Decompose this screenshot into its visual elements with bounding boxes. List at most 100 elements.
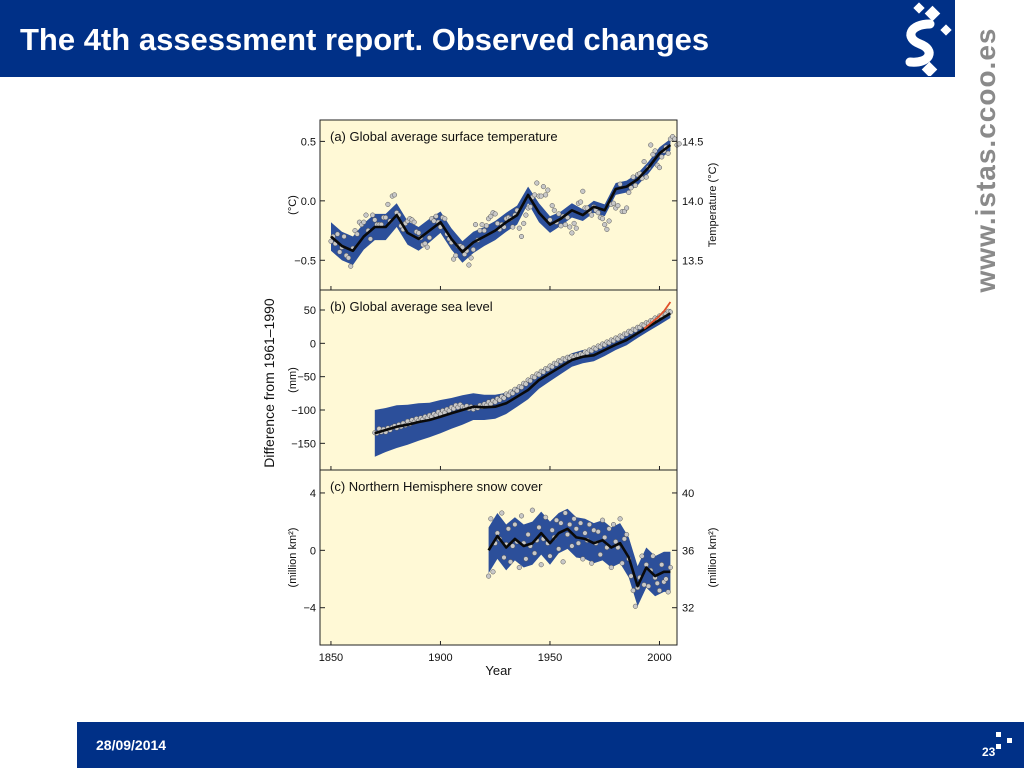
data-point: [648, 142, 654, 148]
x-tick-label: 1950: [538, 652, 562, 664]
data-point: [617, 516, 623, 522]
data-point: [632, 603, 638, 609]
data-point: [630, 587, 636, 594]
data-point: [562, 510, 568, 516]
data-point: [345, 255, 352, 261]
slide-title: The 4th assessment report. Observed chan…: [20, 22, 710, 57]
data-point: [551, 207, 557, 213]
data-point: [514, 388, 520, 394]
data-point: [564, 531, 571, 538]
data-point: [431, 218, 437, 224]
data-point: [591, 527, 597, 533]
y2-tick-label: 14.0: [682, 196, 703, 208]
data-point: [534, 180, 540, 186]
data-point: [361, 219, 367, 225]
data-point: [483, 223, 490, 229]
data-point: [383, 214, 389, 221]
data-point: [385, 201, 391, 207]
plot-frame-snow_cover: [319, 469, 678, 646]
data-point: [547, 217, 553, 223]
data-point: [354, 231, 360, 237]
data-point: [547, 553, 553, 559]
y-tick-label: −4: [303, 603, 316, 615]
y-axis-label-sea_level: (mm): [287, 367, 299, 393]
data-point: [367, 236, 373, 242]
data-point: [510, 390, 516, 396]
panel-snow_cover: (c) Northern Hemisphere snow cover40−440…: [287, 469, 719, 646]
data-point: [529, 507, 535, 513]
panel-temperature: (a) Global average surface temperature 0.…: [287, 119, 719, 291]
data-point: [650, 553, 656, 559]
data-point: [582, 530, 588, 536]
data-point: [459, 244, 465, 250]
data-point: [650, 151, 656, 158]
data-point: [536, 524, 542, 530]
data-point: [521, 220, 527, 226]
data-point: [619, 560, 625, 566]
y2-tick-label: 14.5: [682, 136, 703, 148]
data-point: [558, 223, 564, 229]
data-point: [643, 174, 649, 180]
data-point: [560, 559, 566, 565]
data-point: [391, 192, 398, 198]
x-tick-label: 1900: [428, 652, 452, 664]
data-point: [595, 529, 601, 535]
y2-axis-label-temperature: Temperature (°C): [707, 163, 719, 247]
data-point: [602, 222, 608, 228]
data-point: [556, 546, 562, 552]
data-point: [543, 514, 549, 520]
data-point: [578, 520, 584, 526]
data-point: [567, 224, 573, 230]
data-point: [538, 562, 544, 568]
data-point: [656, 165, 663, 171]
data-point: [641, 159, 647, 165]
data-point: [510, 543, 516, 549]
footer-logo-dots-icon: [996, 732, 1012, 749]
data-point: [624, 205, 630, 211]
y-tick-label: 50: [304, 305, 316, 317]
y2-tick-label: 13.5: [682, 255, 703, 267]
data-point: [472, 222, 479, 228]
data-point: [632, 182, 638, 188]
data-point: [518, 513, 525, 519]
data-point: [578, 199, 584, 205]
y-tick-label: 0: [310, 545, 316, 557]
panel-title-temperature: (a) Global average surface temperature: [330, 129, 558, 144]
data-point: [523, 556, 529, 562]
data-point: [630, 174, 636, 180]
data-point: [363, 212, 369, 218]
data-point: [571, 516, 577, 522]
data-point: [599, 517, 606, 523]
data-point: [540, 184, 546, 190]
plot-area-sea_level: [320, 290, 677, 470]
data-point: [641, 582, 647, 588]
data-point: [328, 238, 334, 244]
data-point: [621, 536, 627, 542]
smoothed-line-sea_level: [374, 312, 672, 435]
data-point: [507, 559, 514, 565]
data-point: [589, 560, 595, 566]
data-point: [543, 192, 549, 198]
data-point: [370, 212, 376, 218]
data-point: [573, 225, 579, 231]
data-point: [652, 148, 658, 154]
data-point: [575, 540, 581, 546]
data-point: [573, 526, 579, 532]
y-tick-label: −50: [297, 372, 316, 384]
data-point: [416, 230, 422, 236]
data-point: [667, 564, 673, 571]
data-point: [663, 576, 669, 582]
data-point: [665, 589, 671, 595]
data-point: [426, 235, 433, 241]
data-point: [604, 226, 610, 232]
data-point: [492, 211, 498, 217]
x-axis-label: Year: [485, 663, 512, 678]
data-point: [589, 212, 595, 218]
data-point: [411, 219, 417, 225]
data-point: [532, 550, 538, 556]
satellite-line: [643, 301, 672, 330]
data-point: [372, 217, 378, 223]
data-point: [477, 228, 483, 234]
x-tick-label: 1850: [319, 652, 343, 664]
data-point: [606, 218, 612, 224]
